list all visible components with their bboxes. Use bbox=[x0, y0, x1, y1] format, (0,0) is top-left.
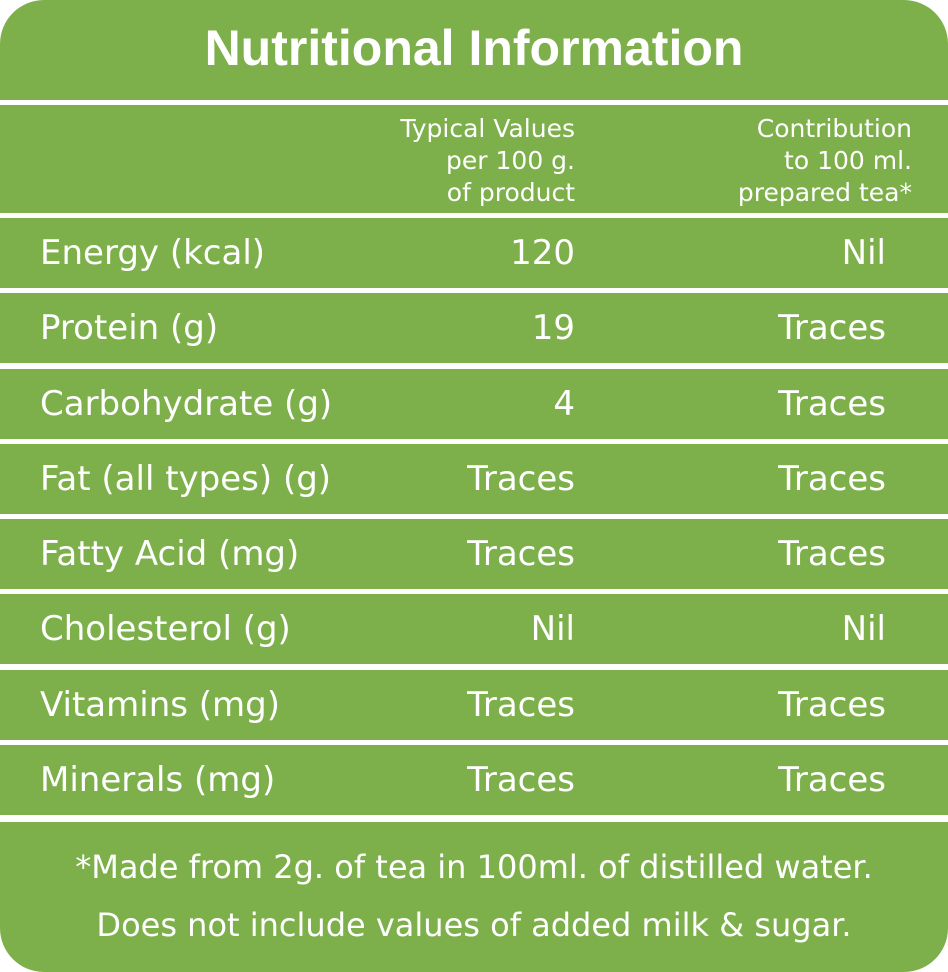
table-row-fatty-acid: Fatty Acid (mg) Traces Traces bbox=[0, 519, 948, 589]
footnote-line-1: *Made from 2g. of tea in 100ml. of disti… bbox=[75, 848, 873, 886]
row-typical-value: Traces bbox=[467, 534, 575, 574]
row-label: Cholesterol (g) bbox=[40, 609, 291, 649]
table-row-protein: Protein (g) 19 Traces bbox=[0, 293, 948, 363]
title-band: Nutritional Information bbox=[0, 0, 948, 100]
row-label: Minerals (mg) bbox=[40, 760, 276, 800]
row-label: Fat (all types) (g) bbox=[40, 459, 332, 499]
row-typical-value: 19 bbox=[531, 308, 575, 348]
row-contribution-value: Traces bbox=[778, 459, 886, 499]
row-contribution-value: Traces bbox=[778, 384, 886, 424]
row-label: Protein (g) bbox=[40, 308, 219, 348]
footnote-band: *Made from 2g. of tea in 100ml. of disti… bbox=[0, 822, 948, 972]
row-contribution-value: Traces bbox=[778, 685, 886, 725]
table-row-carbohydrate: Carbohydrate (g) 4 Traces bbox=[0, 369, 948, 439]
row-contribution-value: Traces bbox=[778, 760, 886, 800]
row-contribution-value: Traces bbox=[778, 534, 886, 574]
column-header-typical-values: Typical Values per 100 g. of product bbox=[400, 114, 575, 207]
row-typical-value: Traces bbox=[467, 685, 575, 725]
table-row-cholesterol: Cholesterol (g) Nil Nil bbox=[0, 594, 948, 664]
footnote-line-2: Does not include values of added milk & … bbox=[96, 906, 852, 944]
table-row-vitamins: Vitamins (mg) Traces Traces bbox=[0, 670, 948, 740]
row-label: Vitamins (mg) bbox=[40, 685, 280, 725]
row-contribution-value: Nil bbox=[841, 609, 886, 649]
page-title: Nutritional Information bbox=[204, 20, 744, 76]
row-typical-value: Traces bbox=[467, 459, 575, 499]
table-row-minerals: Minerals (mg) Traces Traces bbox=[0, 745, 948, 815]
row-typical-value: 4 bbox=[553, 384, 575, 424]
column-header-contribution: Contribution to 100 ml. prepared tea* bbox=[737, 114, 912, 207]
row-label: Carbohydrate (g) bbox=[40, 384, 333, 424]
table-row-energy: Energy (kcal) 120 Nil bbox=[0, 218, 948, 288]
row-typical-value: 120 bbox=[510, 233, 575, 273]
row-typical-value: Nil bbox=[530, 609, 575, 649]
row-contribution-value: Nil bbox=[841, 233, 886, 273]
row-label: Energy (kcal) bbox=[40, 233, 266, 273]
table-row-fat: Fat (all types) (g) Traces Traces bbox=[0, 444, 948, 514]
row-typical-value: Traces bbox=[467, 760, 575, 800]
row-contribution-value: Traces bbox=[778, 308, 886, 348]
column-header-row: Typical Values per 100 g. of product Con… bbox=[0, 105, 948, 213]
row-label: Fatty Acid (mg) bbox=[40, 534, 300, 574]
